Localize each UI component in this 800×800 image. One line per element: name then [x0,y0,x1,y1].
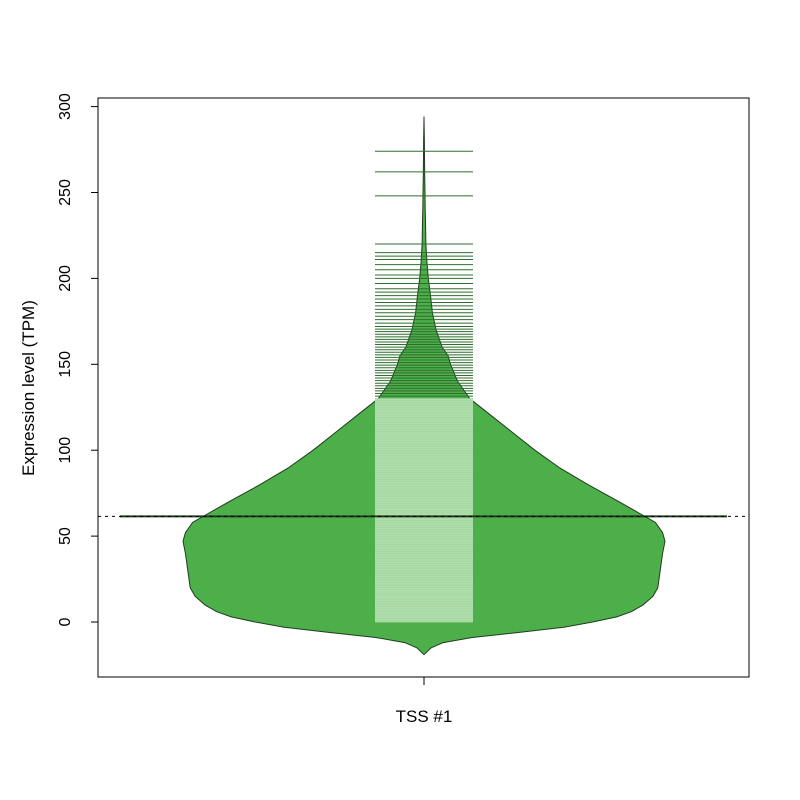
y-tick-label: 300 [57,93,74,120]
y-tick-label: 250 [57,179,74,206]
plot-layer [98,116,749,656]
y-tick-label: 100 [57,437,74,464]
x-tick-label-tss-1: TSS #1 [396,707,453,726]
y-tick-label: 0 [57,617,74,626]
y-axis-label: Expression level (TPM) [19,300,38,476]
y-tick-label: 50 [57,527,74,545]
axis-layer: 0 50 100 150 200 250 300 [57,93,750,685]
y-tick-label: 200 [57,265,74,292]
y-tick-label: 150 [57,351,74,378]
